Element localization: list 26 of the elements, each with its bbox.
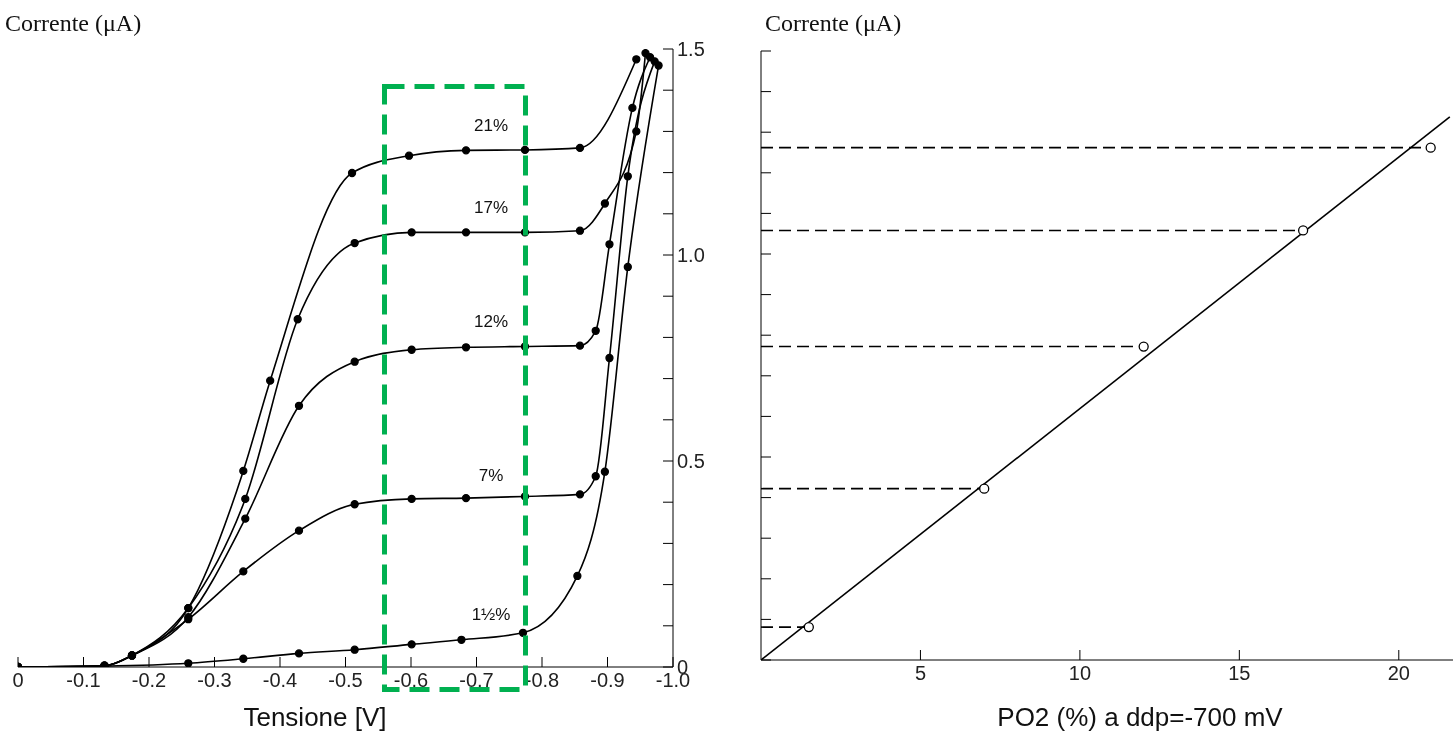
annotation: 12%	[473, 312, 509, 332]
y-tick-label: 1.5	[677, 38, 705, 61]
x-tick-label: -0.5	[328, 669, 363, 692]
x-tick-label: -0.8	[524, 669, 560, 692]
annotation: 7%	[477, 466, 505, 486]
x-tick-label: -0.6	[393, 669, 429, 692]
x-tick-label: 0	[12, 669, 24, 692]
x-tick-label: -0.2	[131, 669, 167, 692]
y-axis-title: Corrente (μA)	[5, 10, 142, 37]
x-tick-label: 5	[914, 662, 927, 685]
x-axis-title: Tensione [V]	[242, 702, 388, 733]
y-tick-label: 1.0	[677, 244, 705, 267]
x-tick-label: 10	[1068, 662, 1092, 685]
annotation: 21%	[473, 116, 509, 136]
x-tick-label: -0.3	[197, 669, 232, 692]
y-tick-label: 0.5	[677, 450, 705, 473]
x-tick-label: -0.4	[262, 669, 298, 692]
annotation: 1½%	[470, 605, 512, 625]
x-tick-label: 15	[1228, 662, 1251, 685]
x-tick-label: -0.1	[66, 669, 101, 692]
x-tick-label: -0.9	[590, 669, 625, 692]
annotation: 17%	[473, 198, 509, 218]
x-axis-title: PO2 (%) a ddp=-700 mV	[997, 702, 1283, 733]
x-tick-label: 20	[1387, 662, 1410, 685]
x-tick-label: -0.7	[459, 669, 494, 692]
y-axis-title: Corrente (μA)	[765, 10, 902, 37]
